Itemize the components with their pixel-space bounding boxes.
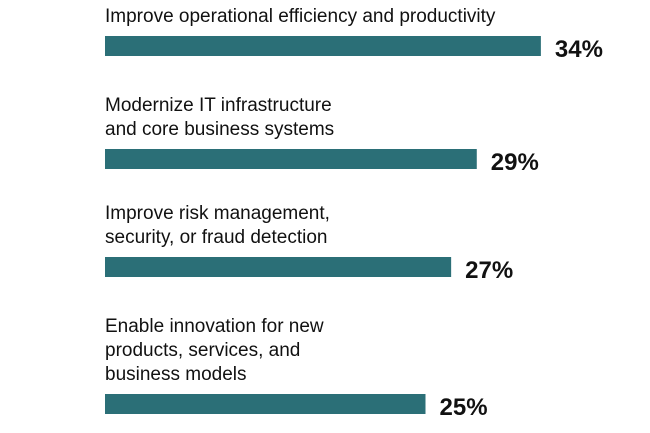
bar <box>105 149 477 169</box>
bar <box>105 36 541 56</box>
category-label: Improve operational efficiency and produ… <box>105 6 496 27</box>
category-label-line: and core business systems <box>105 119 334 140</box>
category-label: Enable innovation for new products, servi… <box>105 316 324 385</box>
category-label: Improve risk management, security, or fra… <box>105 203 330 248</box>
value-label: 34% <box>555 36 603 63</box>
bar <box>105 257 452 277</box>
bar <box>105 394 426 414</box>
category-label-line: business models <box>105 364 247 385</box>
category-label-line: Improve operational efficiency and produ… <box>105 6 496 27</box>
value-label: 29% <box>491 149 539 176</box>
value-label: 25% <box>440 394 488 421</box>
category-label-line: Improve risk management, <box>105 203 330 224</box>
category-label: Modernize IT infrastructure and core busi… <box>105 95 334 140</box>
category-label-line: Enable innovation for new <box>105 316 324 337</box>
category-label-line: Modernize IT infrastructure <box>105 95 332 116</box>
category-label-line: security, or fraud detection <box>105 227 327 248</box>
category-label-line: products, services, and <box>105 340 300 361</box>
value-label: 27% <box>465 257 513 284</box>
